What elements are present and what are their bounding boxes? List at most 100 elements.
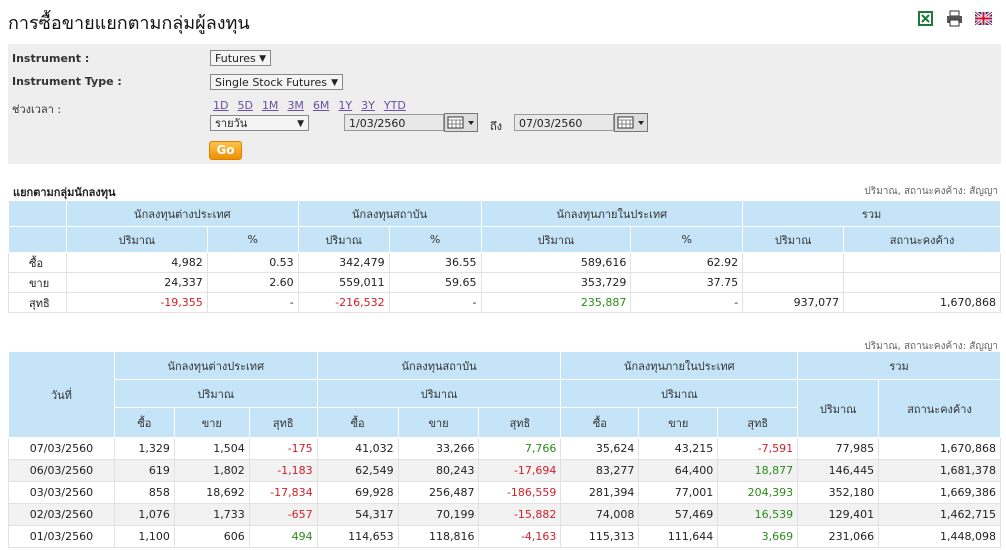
table-cell: 1,681,378: [878, 459, 1001, 482]
uk-flag-icon[interactable]: [975, 10, 992, 27]
frequency-select-value: รายวัน: [215, 117, 248, 130]
date-to-input[interactable]: 07/03/2560: [514, 114, 614, 131]
col-header-open-interest: สถานะคงค้าง: [878, 379, 1001, 438]
table-cell: 1,076: [113, 503, 175, 526]
table-cell: 1,802: [173, 459, 250, 482]
summary-corner: [8, 226, 67, 253]
range-links: 1D 5D 1M 3M 6M 1Y 3Y YTD: [213, 99, 406, 112]
col-header-volume: ปริมาณ: [742, 226, 845, 253]
col-header-volume: ปริมาณ: [65, 226, 208, 253]
table-cell: [742, 272, 845, 293]
table-cell: 231,066: [797, 525, 880, 548]
col-header-open-interest: สถานะคงค้าง: [843, 226, 1001, 253]
table-cell: 3,669: [717, 525, 799, 548]
table-cell: 1,100: [113, 525, 175, 548]
col-header-net: สุทธิ: [717, 407, 799, 438]
table-cell: -1,183: [248, 459, 318, 482]
table-cell: 115,313: [560, 525, 640, 548]
instrument-type-select-value: Single Stock Futures: [215, 76, 328, 89]
group-header-total: รวม: [797, 351, 1001, 380]
table-cell: 129,401: [797, 503, 880, 526]
chevron-down-icon: ▼: [331, 78, 338, 88]
range-link[interactable]: 1M: [261, 99, 279, 112]
table-cell: -17,694: [478, 459, 562, 482]
table-cell: -: [388, 292, 482, 313]
group-header-total: รวม: [742, 200, 1001, 227]
table-row: ซื้อ 4,982 0.53 342,479 36.55 589,616 62…: [8, 252, 1001, 273]
table-cell: 1,670,868: [878, 437, 1001, 460]
table-cell: -4,163: [478, 525, 562, 548]
row-label: ซื้อ: [8, 252, 67, 273]
table-cell: 619: [113, 459, 175, 482]
table-cell: 353,729: [480, 272, 632, 293]
date-cell: 06/03/2560: [8, 459, 115, 482]
group-header-local: นักลงทุนภายในประเทศ: [480, 200, 744, 227]
page-title: การซื้อขายแยกตามกลุ่มผู้ลงทุน: [8, 13, 250, 34]
table-cell: 69,928: [316, 481, 399, 504]
calendar-icon[interactable]: [614, 113, 648, 132]
range-link[interactable]: 6M: [312, 99, 330, 112]
instrument-type-label: Instrument Type :: [12, 75, 122, 88]
table-cell: 16,539: [717, 503, 799, 526]
instrument-select[interactable]: Futures ▼: [210, 50, 271, 66]
table-cell: 858: [113, 481, 175, 504]
range-link[interactable]: 3Y: [361, 99, 375, 112]
date-from-input[interactable]: 1/03/2560: [344, 114, 444, 131]
to-label: ถึง: [490, 120, 503, 133]
table-cell: 36.55: [388, 252, 482, 273]
table-cell: -7,591: [717, 437, 799, 460]
instrument-select-value: Futures: [215, 52, 256, 65]
col-header-volume: ปริมาณ: [560, 379, 799, 408]
table-cell: 77,001: [638, 481, 719, 504]
range-link[interactable]: 3M: [287, 99, 304, 112]
frequency-select[interactable]: รายวัน ▼: [210, 115, 309, 131]
table-cell: 937,077: [742, 292, 845, 313]
table-cell: 1,733: [173, 503, 250, 526]
table-cell: 37.75: [630, 272, 744, 293]
range-link[interactable]: YTD: [383, 99, 406, 112]
printer-icon[interactable]: [946, 10, 963, 27]
go-button[interactable]: Go: [209, 141, 242, 160]
filter-panel: Instrument : Futures ▼ Instrument Type : …: [8, 44, 1001, 164]
col-header-sell: ขาย: [397, 407, 480, 438]
table-row: 07/03/2560 1,329 1,504 -175 41,032 33,266 7,76…: [8, 437, 1001, 460]
table-cell: 18,692: [173, 481, 250, 504]
group-header-foreign: นักลงทุนต่างประเทศ: [65, 200, 299, 227]
table-cell: 70,199: [397, 503, 480, 526]
col-header-volume: ปริมาณ: [797, 379, 880, 438]
range-link[interactable]: 1D: [213, 99, 229, 112]
calendar-icon[interactable]: [444, 113, 478, 132]
group-header-foreign: นักลงทุนต่างประเทศ: [113, 351, 318, 380]
col-header-volume: ปริมาณ: [316, 379, 562, 408]
table-cell: 494: [248, 525, 318, 548]
table-cell: 1,448,098: [878, 525, 1001, 548]
table-cell: 1,670,868: [843, 292, 1001, 313]
table-cell: 1,462,715: [878, 503, 1001, 526]
instrument-label: Instrument :: [12, 52, 90, 65]
table-cell: 83,277: [560, 459, 640, 482]
table-row: 06/03/2560 619 1,802 -1,183 62,549 80,243 -17,…: [8, 459, 1001, 482]
date-cell: 07/03/2560: [8, 437, 115, 460]
table-cell: 62,549: [316, 459, 399, 482]
table-cell: -17,834: [248, 481, 318, 504]
group-header-institution: นักลงทุนสถาบัน: [297, 200, 482, 227]
table-cell: 2.60: [206, 272, 299, 293]
col-header-net: สุทธิ: [248, 407, 318, 438]
table-cell: 235,887: [480, 292, 632, 313]
instrument-type-select[interactable]: Single Stock Futures ▼: [210, 74, 343, 90]
col-header-volume: ปริมาณ: [480, 226, 632, 253]
daily-table: วันที่ นักลงทุนต่างประเทศ นักลงทุนสถาบัน…: [8, 351, 1001, 548]
table-cell: 74,008: [560, 503, 640, 526]
range-link[interactable]: 5D: [237, 99, 253, 112]
range-link[interactable]: 1Y: [338, 99, 353, 112]
summary-unit-note: ปริมาณ, สถานะคงค้าง: สัญญา: [864, 186, 998, 197]
col-header-percent: %: [630, 226, 744, 253]
table-cell: 281,394: [560, 481, 640, 504]
excel-icon[interactable]: [917, 10, 934, 27]
table-cell: 62.92: [630, 252, 744, 273]
table-cell: 1,329: [113, 437, 175, 460]
summary-corner: [8, 200, 67, 227]
table-row: 01/03/2560 1,100 606 494 114,653 118,816 -4,16…: [8, 525, 1001, 548]
summary-table: นักลงทุนต่างประเทศ นักลงทุนสถาบัน นักลงท…: [8, 200, 1001, 313]
table-cell: 256,487: [397, 481, 480, 504]
